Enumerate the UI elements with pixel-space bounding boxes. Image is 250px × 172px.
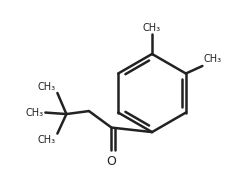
Text: CH₃: CH₃ [204,55,222,64]
Text: O: O [106,155,117,168]
Text: CH₃: CH₃ [143,23,161,33]
Text: CH₃: CH₃ [26,108,44,117]
Text: CH₃: CH₃ [38,135,56,145]
Text: CH₃: CH₃ [38,82,56,92]
